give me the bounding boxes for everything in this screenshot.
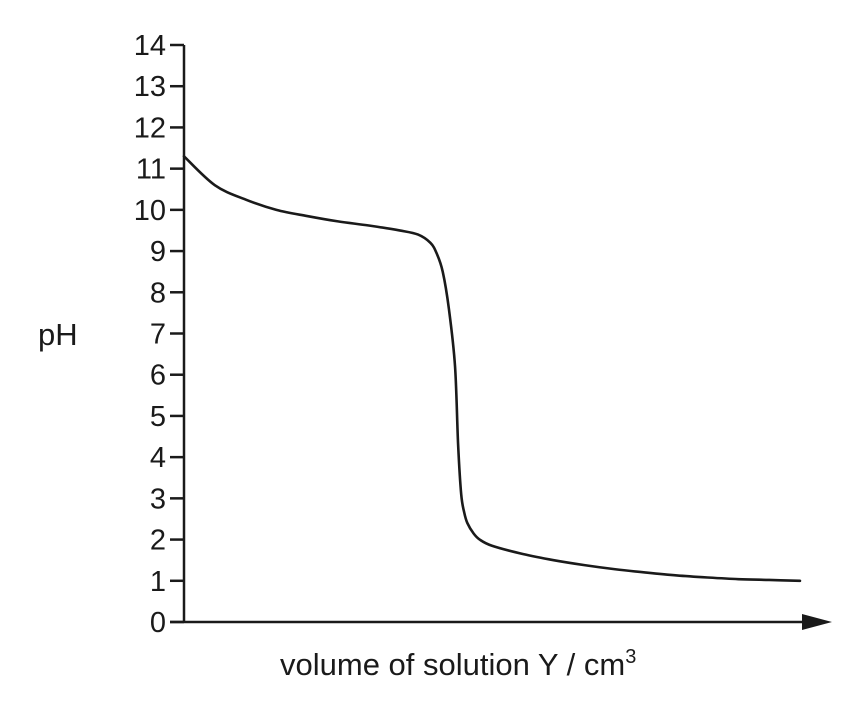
- x-axis-label-superscript: 3: [625, 646, 636, 668]
- ph-curve-line: [182, 154, 802, 583]
- x-axis-label: volume of solution Y / cm3: [280, 646, 636, 682]
- y-tick-label-6: 6: [150, 360, 166, 392]
- y-axis-label: pH: [38, 317, 78, 352]
- y-tick-label-5: 5: [150, 401, 166, 433]
- y-tick-label-4: 4: [150, 442, 166, 474]
- y-tick-label-10: 10: [134, 195, 166, 227]
- y-tick-label-7: 7: [150, 319, 166, 351]
- y-tick-label-2: 2: [150, 525, 166, 557]
- y-tick-label-12: 12: [134, 112, 166, 144]
- y-tick-label-9: 9: [150, 236, 166, 268]
- y-tick-label-1: 1: [150, 566, 166, 598]
- y-tick-label-11: 11: [136, 154, 166, 186]
- y-tick-label-14: 14: [134, 30, 166, 62]
- y-tick-label-3: 3: [150, 483, 166, 515]
- x-axis-label-main: volume of solution Y / cm: [280, 647, 625, 682]
- y-tick-label-13: 13: [134, 71, 166, 103]
- y-tick-label-0: 0: [150, 607, 166, 639]
- x-axis-arrowhead: [802, 614, 832, 630]
- y-tick-label-8: 8: [150, 277, 166, 309]
- y-axis-ticks: [170, 43, 184, 624]
